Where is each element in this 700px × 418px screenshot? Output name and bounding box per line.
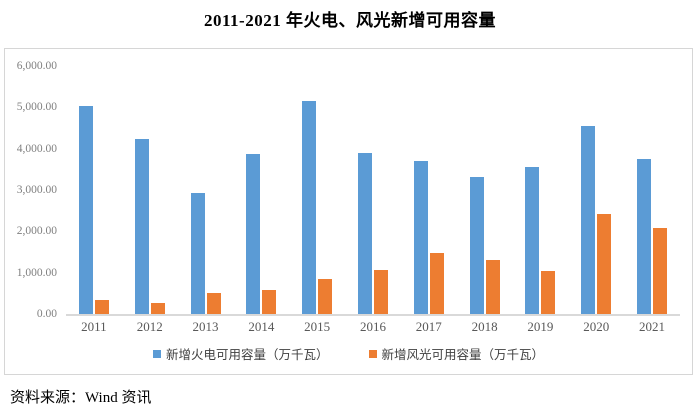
- x-axis-tick-label: 2013: [192, 319, 219, 334]
- legend-marker-icon: [152, 349, 161, 358]
- y-axis-tick-label: 5,000.00: [16, 101, 57, 114]
- legend-item-thermal: 新增火电可用容量（万千瓦）: [152, 344, 329, 363]
- bar-group-2015: [289, 66, 345, 314]
- x-axis-tick-label: 2011: [81, 319, 107, 334]
- bar-group-2020: [568, 66, 624, 314]
- bar-windsolar-2017: [429, 253, 444, 314]
- x-axis-tick-label: 2020: [583, 319, 610, 334]
- bar-thermal-2017: [413, 161, 428, 314]
- bar-windsolar-2016: [373, 270, 388, 314]
- chart-title: 2011-2021 年火电、风光新增可用容量: [204, 11, 496, 30]
- bar-group-2016: [345, 66, 401, 314]
- bar-thermal-2020: [581, 126, 596, 314]
- legend-item-windsolar: 新增风光可用容量（万千瓦）: [368, 344, 545, 363]
- x-axis-tick-label: 2016: [359, 319, 386, 334]
- bar-windsolar-2019: [541, 271, 556, 314]
- source-note: 资料来源：Wind 资讯: [10, 390, 152, 406]
- bar-thermal-2015: [302, 101, 317, 314]
- y-axis-tick-label: 0.00: [36, 308, 57, 320]
- bar-group-2012: [122, 66, 178, 314]
- bar-thermal-2016: [357, 153, 372, 314]
- x-axis-tick-label: 2014: [248, 319, 275, 334]
- bar-windsolar-2018: [485, 260, 500, 314]
- y-axis-tick-label: 3,000.00: [16, 184, 57, 196]
- plot-area: [66, 66, 680, 316]
- legend: 新增火电可用容量（万千瓦） 新增风光可用容量（万千瓦）: [5, 344, 692, 363]
- bar-group-2017: [401, 66, 457, 314]
- chart-area: 0.00 1,000.00 2,000.00 3,000.00 4,000.00 5,00…: [4, 48, 693, 375]
- bar-windsolar-2014: [262, 290, 277, 314]
- bar-group-2019: [513, 66, 569, 314]
- bar-thermal-2011: [78, 106, 93, 314]
- y-axis-tick-label: 6,000.00: [16, 60, 57, 72]
- bar-thermal-2012: [134, 139, 149, 314]
- bar-group-2018: [457, 66, 513, 314]
- y-axis-tick-label: 1,000.00: [16, 266, 57, 279]
- x-axis-tick-label: 2015: [304, 319, 331, 334]
- legend-label: 新增火电可用容量（万千瓦）: [165, 348, 329, 362]
- bar-thermal-2021: [637, 159, 652, 314]
- x-axis-tick-label: 2019: [527, 319, 554, 334]
- legend-marker-icon: [368, 349, 377, 358]
- y-axis: 0.00 1,000.00 2,000.00 3,000.00 4,000.00 5,00…: [5, 49, 57, 374]
- bar-group-2013: [178, 66, 234, 314]
- bar-windsolar-2013: [206, 293, 221, 314]
- bar-windsolar-2021: [653, 228, 668, 314]
- x-axis-tick-label: 2012: [136, 319, 163, 334]
- legend-label: 新增风光可用容量（万千瓦）: [381, 348, 545, 362]
- bar-thermal-2019: [525, 167, 540, 314]
- bar-windsolar-2020: [597, 214, 612, 314]
- bar-group-2021: [624, 66, 680, 314]
- x-axis-tick-label: 2021: [639, 319, 666, 334]
- bar-thermal-2018: [469, 177, 484, 314]
- bar-windsolar-2011: [94, 300, 109, 314]
- x-axis-tick-label: 2018: [471, 319, 498, 334]
- bar-windsolar-2012: [150, 303, 165, 314]
- x-axis-tick-label: 2017: [415, 319, 442, 334]
- bar-thermal-2014: [246, 154, 261, 314]
- bar-thermal-2013: [190, 193, 205, 314]
- bar-windsolar-2015: [318, 279, 333, 314]
- x-axis: 2011 2012 2013 2014 2015 2016 2017 2018 2019 2020…: [66, 319, 680, 335]
- bar-group-2014: [233, 66, 289, 314]
- bar-group-2011: [66, 66, 122, 314]
- y-axis-tick-label: 2,000.00: [16, 225, 57, 238]
- y-axis-tick-label: 4,000.00: [16, 142, 57, 155]
